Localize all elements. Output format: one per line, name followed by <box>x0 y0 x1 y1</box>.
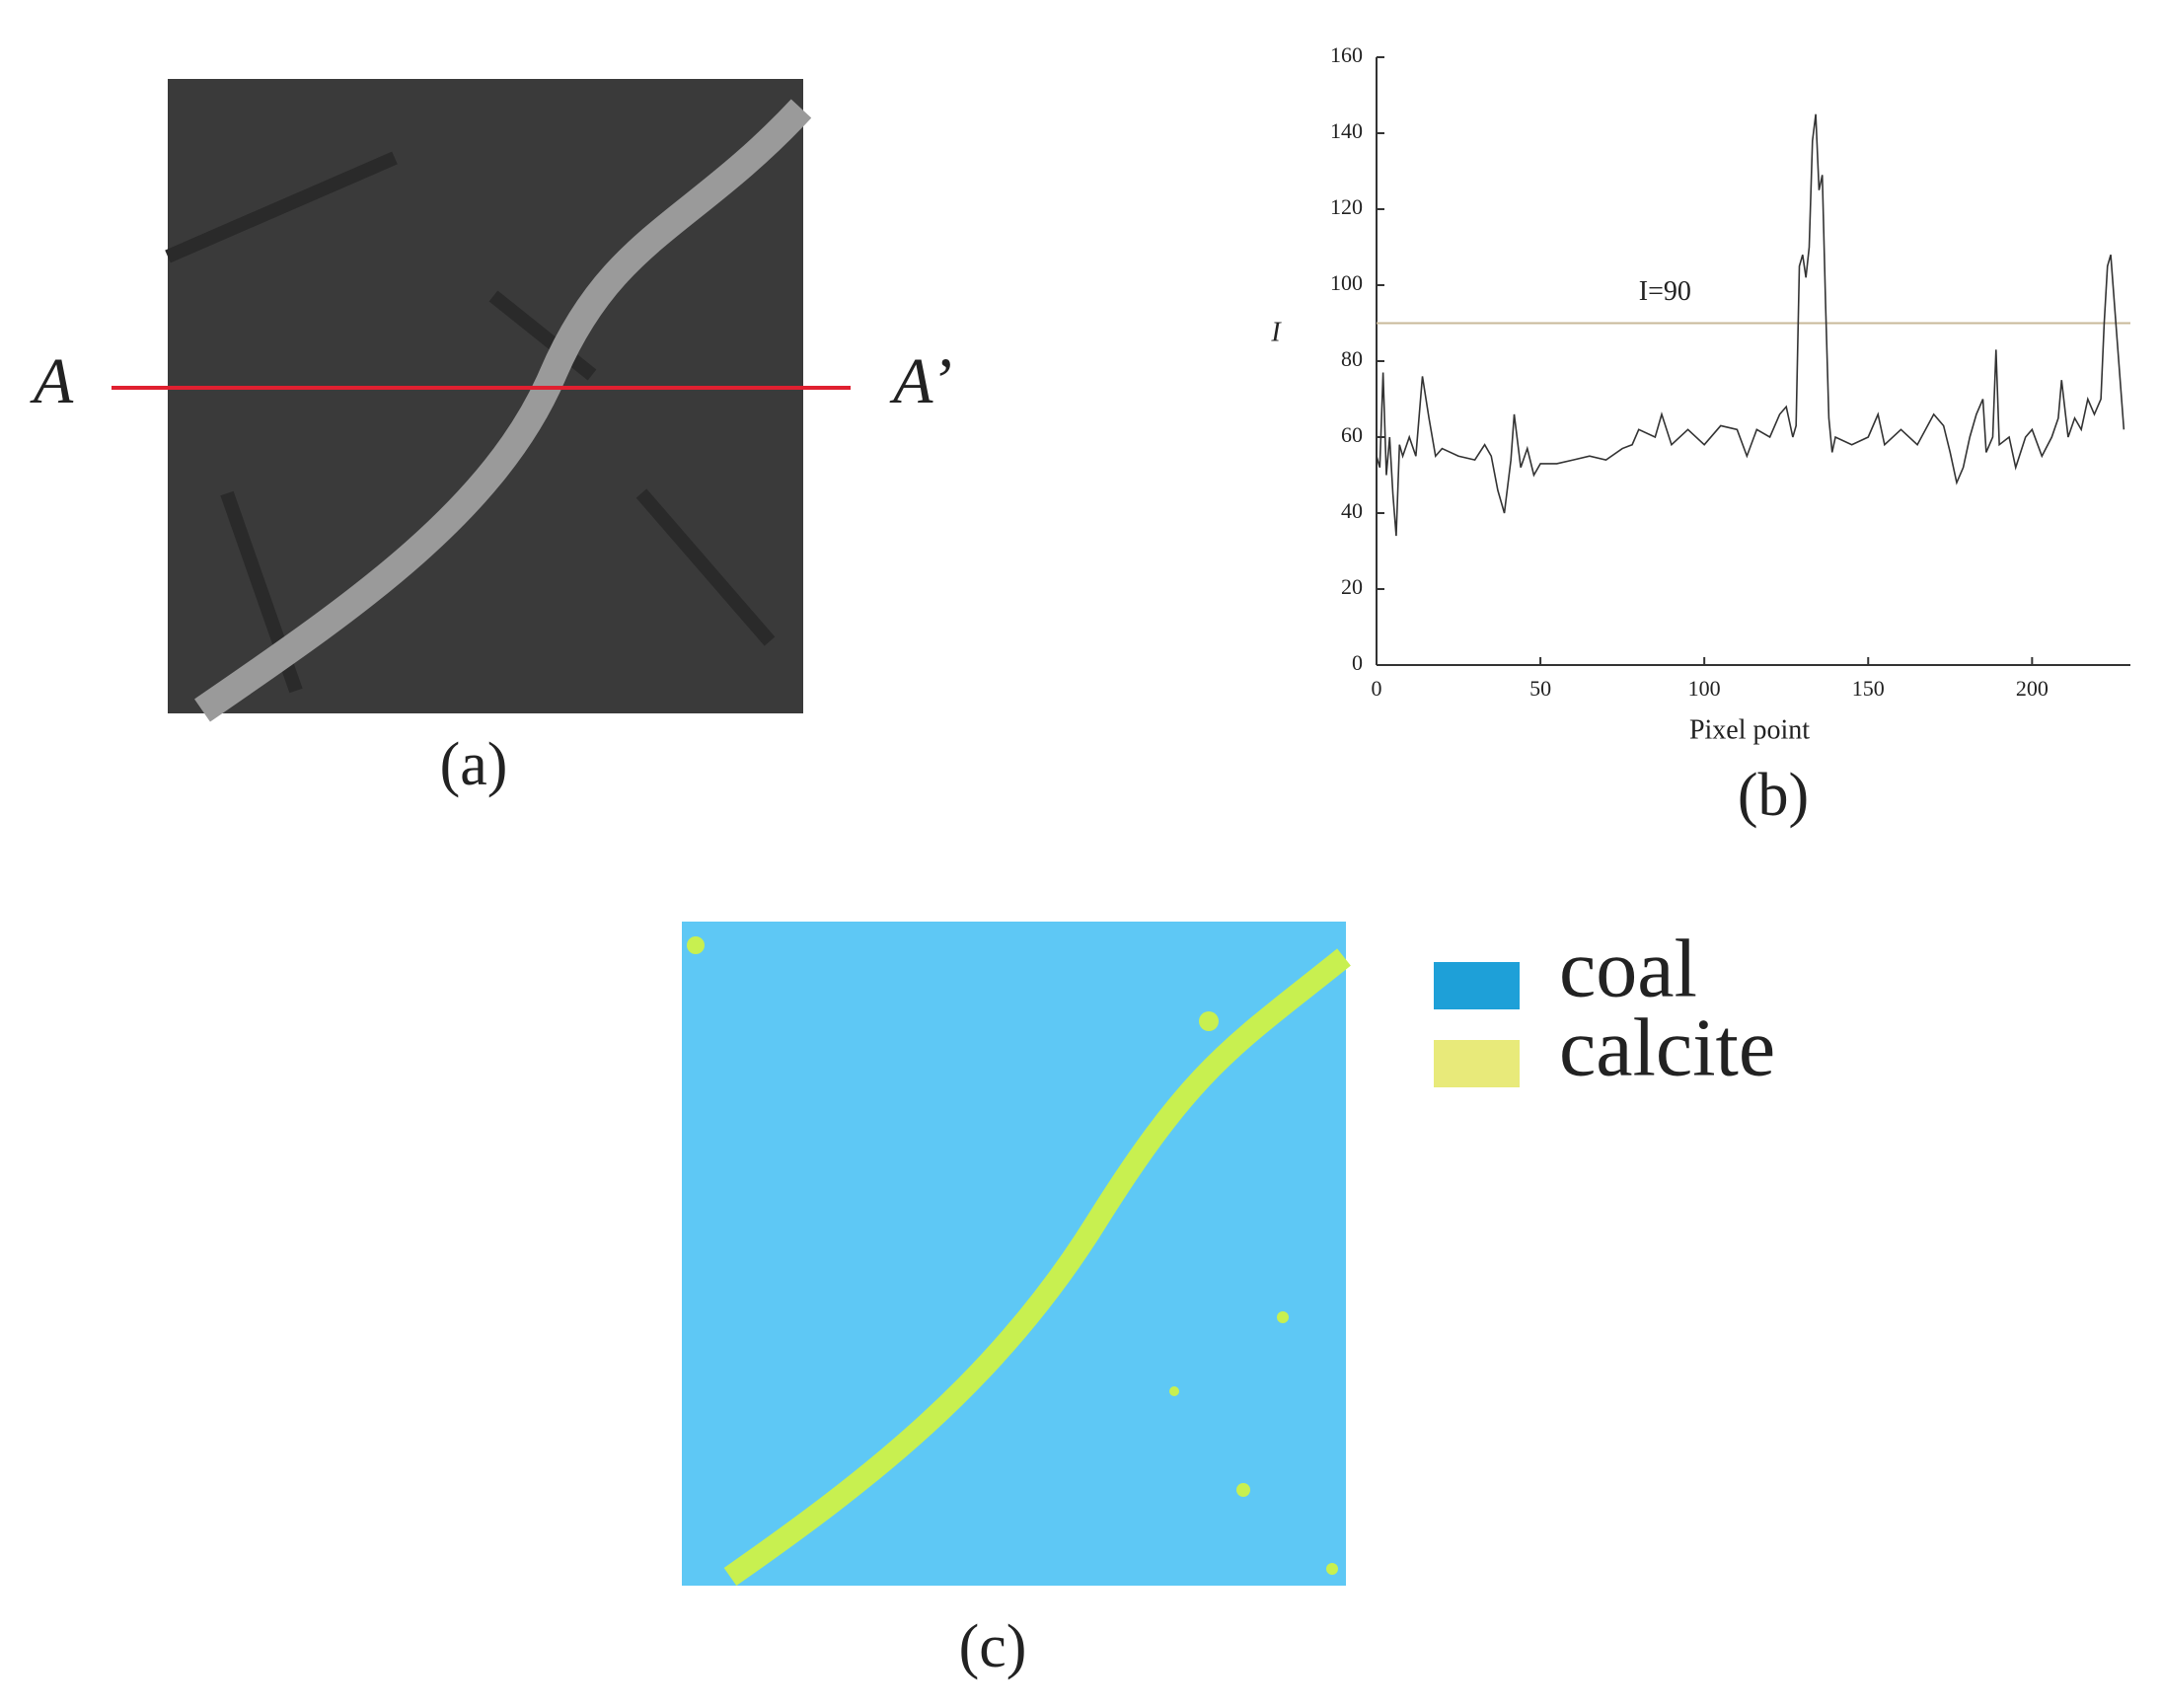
caption: (a) <box>440 731 508 798</box>
sem-image <box>168 79 803 713</box>
section-label: A’ <box>889 345 952 417</box>
caption: (b) <box>1738 762 1809 829</box>
y-tick-label: 160 <box>1330 42 1363 67</box>
caption: (c) <box>959 1613 1027 1680</box>
y-tick-label: 0 <box>1352 650 1363 675</box>
legend-label: coal <box>1559 923 1697 1014</box>
y-tick-label: 120 <box>1330 194 1363 219</box>
texture <box>165 151 776 694</box>
legend-label: calcite <box>1559 1002 1775 1093</box>
y-tick-label: 60 <box>1341 422 1363 447</box>
y-axis-label: I <box>1270 317 1282 347</box>
calcite-spots <box>687 936 1338 1575</box>
x-tick-label: 50 <box>1529 676 1551 701</box>
section-label: A <box>30 345 74 417</box>
data-line <box>1376 113 2125 537</box>
threshold-label: I=90 <box>1639 276 1691 307</box>
y-tick-label: 40 <box>1341 498 1363 523</box>
x-tick-label: 150 <box>1852 676 1885 701</box>
vein <box>194 99 812 722</box>
x-tick-label: 200 <box>2016 676 2049 701</box>
x-tick-label: 0 <box>1372 676 1382 701</box>
y-tick-label: 100 <box>1330 270 1363 295</box>
legend-swatch <box>1434 1040 1520 1087</box>
y-tick-label: 20 <box>1341 574 1363 599</box>
calcite-vein <box>723 948 1351 1587</box>
x-axis-label: Pixel point <box>1689 714 1810 745</box>
y-tick-label: 140 <box>1330 118 1363 143</box>
legend-swatch <box>1434 962 1520 1009</box>
x-tick-label: 100 <box>1688 676 1721 701</box>
y-tick-label: 80 <box>1341 346 1363 371</box>
